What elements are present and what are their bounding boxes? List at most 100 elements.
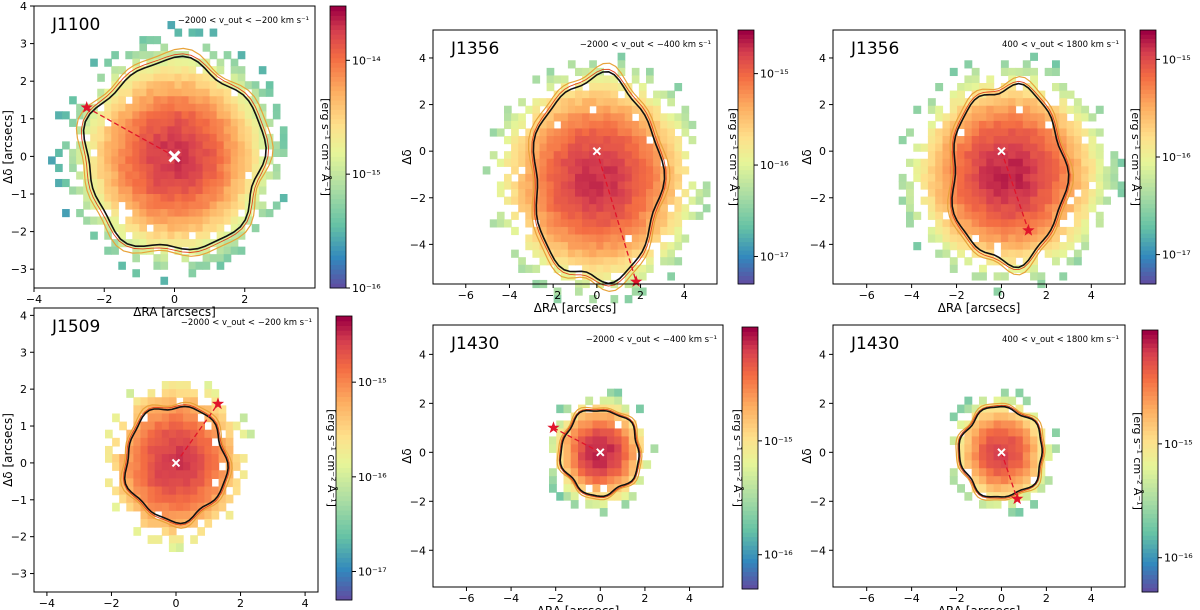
heatmap-cell xyxy=(1030,52,1038,61)
heatmap-cell xyxy=(614,396,623,406)
colorbar-segment xyxy=(738,182,754,188)
contour-inner xyxy=(532,70,666,285)
colorbar-segment xyxy=(738,254,754,260)
heatmap-cell xyxy=(560,158,569,167)
heatmap-cell xyxy=(567,257,576,266)
heatmap-cell xyxy=(582,249,590,258)
heatmap-cell xyxy=(589,181,597,190)
heatmap-cell xyxy=(1000,452,1009,461)
colorbar-segment xyxy=(1140,127,1156,133)
colorbar-segment xyxy=(738,157,754,162)
heatmap-cell xyxy=(607,436,615,445)
heatmap-cell xyxy=(1081,211,1090,220)
heatmap-cell xyxy=(111,141,119,150)
heatmap-cell xyxy=(154,470,163,479)
heatmap-cell xyxy=(161,389,170,398)
heatmap-cell xyxy=(1015,452,1024,461)
heatmap-cell xyxy=(167,51,176,60)
heatmap-cell xyxy=(935,181,944,190)
heatmap-cell xyxy=(927,173,936,183)
heatmap-cell xyxy=(181,118,190,127)
colorbar-segment xyxy=(738,140,754,145)
heatmap-cell xyxy=(563,444,572,453)
colorbar-segment xyxy=(1140,182,1156,188)
heatmap-cell xyxy=(1000,128,1009,137)
heatmap-cell xyxy=(237,246,246,255)
dashed-line xyxy=(1000,150,1030,231)
panel-title: J1100 xyxy=(51,15,100,35)
heatmap-cell xyxy=(653,98,661,107)
heatmap-cell xyxy=(539,257,548,266)
x-tick-label: −2 xyxy=(948,592,964,605)
heatmap-cell xyxy=(638,196,647,205)
colorbar-tick-label: 10⁻¹⁵ xyxy=(352,168,381,181)
heatmap-cell xyxy=(174,231,183,240)
heatmap-cell xyxy=(190,502,198,512)
heatmap-cell xyxy=(190,421,198,431)
heatmap-cell xyxy=(592,412,601,422)
heatmap-cell xyxy=(125,186,133,195)
colorbar-label: [erg s⁻¹ cm⁻² Å⁻¹] xyxy=(727,108,740,206)
heatmap-cell xyxy=(596,113,604,122)
heatmap-cell xyxy=(610,83,619,92)
heatmap-cell xyxy=(646,75,654,84)
colorbar-segment xyxy=(1142,587,1158,593)
heatmap-cell xyxy=(146,73,155,82)
heatmap-cell xyxy=(621,460,630,469)
colorbar-frame xyxy=(329,5,347,289)
heatmap-cell xyxy=(617,60,626,69)
heatmap-cell xyxy=(964,234,973,243)
heatmap-cell xyxy=(546,128,555,137)
heatmap-cell xyxy=(197,494,205,504)
colorbar-segment xyxy=(738,38,754,44)
colorbar-segment xyxy=(742,375,758,380)
heatmap-cell xyxy=(927,98,936,107)
heatmap-cell xyxy=(532,143,541,152)
heatmap-cell xyxy=(504,181,512,190)
colorbar-segment xyxy=(1140,216,1156,221)
heatmap-cell xyxy=(244,163,253,173)
heatmap-cell xyxy=(1044,444,1053,453)
heatmap-cell xyxy=(575,211,583,220)
heatmap-cell xyxy=(209,209,218,218)
heatmap-cell xyxy=(225,478,234,488)
heatmap-cell xyxy=(161,454,170,463)
colorbar-segment xyxy=(738,228,754,234)
heatmap-cell xyxy=(97,216,105,225)
heatmap-cell xyxy=(927,226,936,236)
colorbar-segment xyxy=(330,165,346,171)
velocity-label: −2000 < v_out < −200 km s⁻¹ xyxy=(181,318,312,328)
heatmap-cell xyxy=(239,413,248,423)
colorbar-segment xyxy=(330,85,346,92)
heatmap-cell xyxy=(617,158,626,167)
y-tick-label: 4 xyxy=(20,309,27,322)
heatmap-cell xyxy=(118,261,126,270)
heatmap-cell xyxy=(1008,189,1017,198)
heatmap-cell xyxy=(146,156,155,165)
y-axis-label: Δδ xyxy=(400,448,414,464)
heatmap-cell xyxy=(1022,136,1031,145)
heatmap-cell xyxy=(1073,120,1082,130)
heatmap-cell xyxy=(188,269,197,278)
star-marker xyxy=(211,397,225,410)
heatmap-cell xyxy=(567,158,576,167)
heatmap-cell xyxy=(596,249,604,258)
heatmap-cell xyxy=(585,428,594,438)
heatmap-cell xyxy=(596,257,604,266)
heatmap-cell xyxy=(97,148,105,157)
colorbar-segment xyxy=(742,340,758,345)
heatmap-cell xyxy=(1030,452,1038,461)
y-tick-label: 2 xyxy=(819,397,826,410)
heatmap-cell xyxy=(188,111,197,120)
heatmap-cell xyxy=(258,201,267,210)
colorbar-segment xyxy=(742,440,758,446)
heatmap-cell xyxy=(993,452,1002,461)
y-tick-label: −3 xyxy=(11,568,27,581)
heatmap-cell xyxy=(979,181,987,190)
colorbar-segment xyxy=(1140,55,1156,61)
heatmap-cell xyxy=(174,194,183,203)
heatmap-cell xyxy=(539,166,548,175)
heatmap-cell xyxy=(667,143,675,152)
colorbar-segment xyxy=(738,127,754,133)
heatmap-cell xyxy=(265,88,274,97)
